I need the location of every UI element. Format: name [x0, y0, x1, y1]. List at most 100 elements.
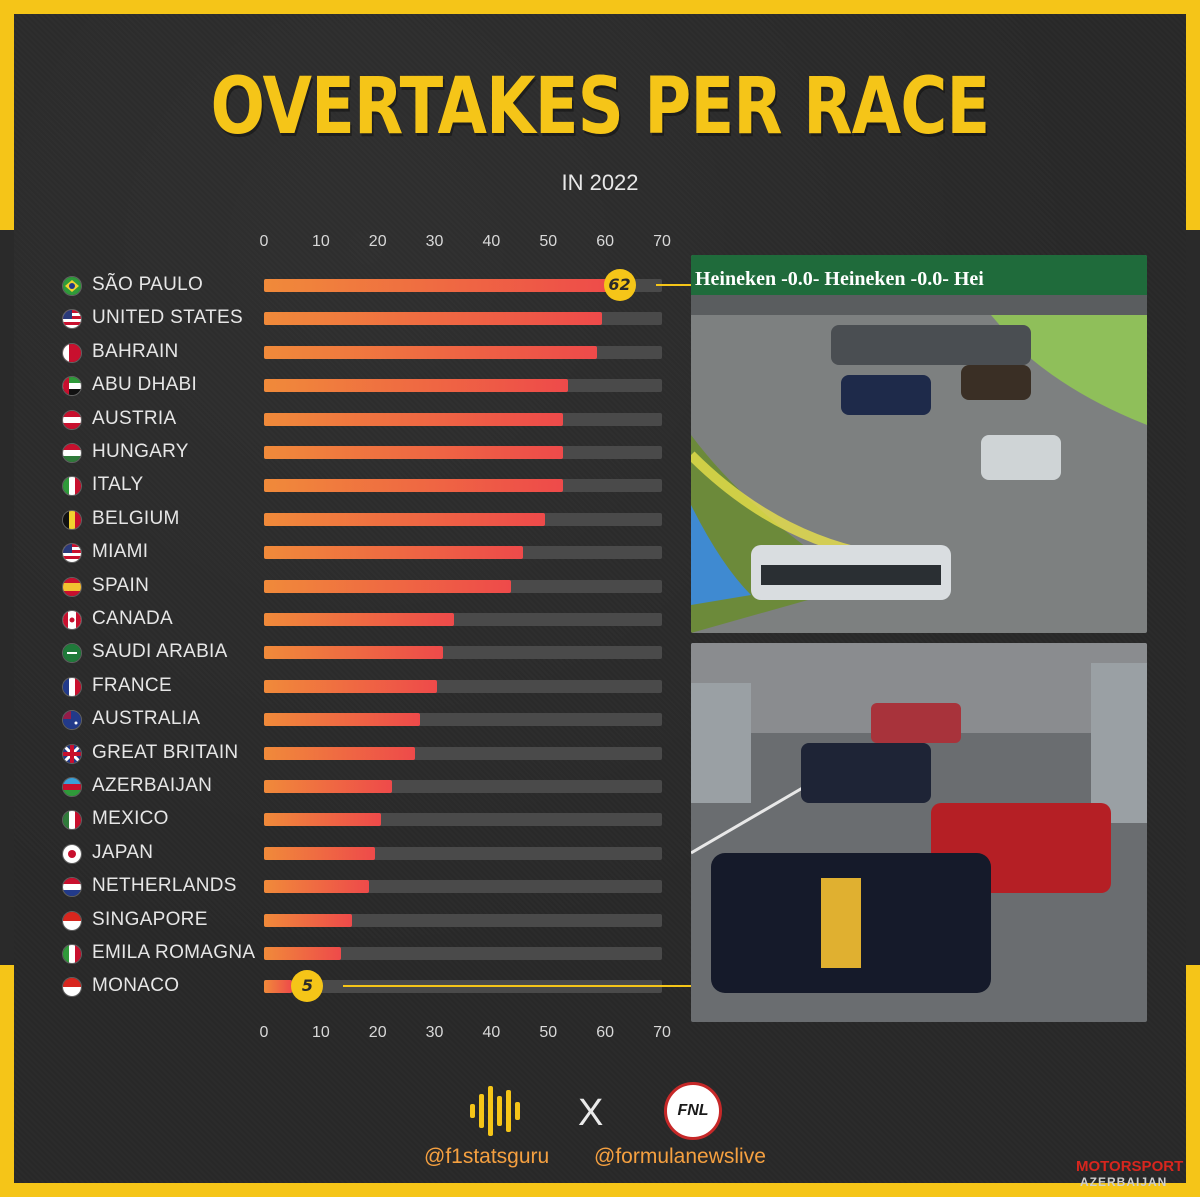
frame-notch-right: [1186, 230, 1200, 965]
leader-line-s-o-paulo: [655, 284, 708, 286]
flag-france-icon: [62, 676, 82, 697]
watermark-motorsport: MOTORSPORT: [1076, 1158, 1184, 1175]
flag-monaco-icon: [62, 977, 82, 998]
bar-track-singapore: [264, 913, 662, 927]
handle-formulanewslive[interactable]: @formulanewslive: [594, 1145, 766, 1168]
bar-great-britain: [264, 746, 415, 760]
x-tick-bottom-20: 20: [368, 1024, 387, 1041]
handle-f1statsguru[interactable]: @f1statsguru: [424, 1145, 550, 1168]
row-label-abu-dhabi: ABU DHABI: [92, 374, 198, 396]
bar-bahrain: [264, 345, 597, 359]
row-label-austria: AUSTRIA: [92, 407, 177, 429]
photo-sao-paulo-race: Heineken -0.0- Heineken -0.0- Hei: [691, 255, 1147, 633]
row-label-singapore: SINGAPORE: [92, 908, 208, 930]
bar-azerbaijan: [264, 780, 392, 793]
bar-canada: [264, 613, 455, 626]
row-label-united-states: UNITED STATES: [92, 307, 243, 329]
flag-bahrain-icon: [62, 342, 82, 363]
flag-japan-icon: [62, 843, 82, 864]
row-label-emila-romagna: EMILA ROMAGNA: [92, 942, 256, 963]
frame-notch-left: [0, 230, 14, 965]
row-label-mexico: MEXICO: [92, 808, 169, 830]
row-label-france: FRANCE: [92, 674, 172, 696]
row-label-bahrain: BAHRAIN: [92, 340, 179, 362]
bar-japan: [264, 846, 375, 860]
flag-italy-icon: [62, 944, 82, 964]
row-label-spain: SPAIN: [92, 574, 150, 596]
flag-saudi-icon: [62, 643, 82, 664]
flag-canada-icon: [62, 610, 82, 630]
f1statsguru-logo-icon: [470, 1086, 520, 1136]
bar-mexico: [264, 813, 381, 827]
bar-singapore: [264, 913, 353, 927]
bar-s-o-paulo: [264, 279, 617, 292]
x-tick-top-60: 60: [596, 233, 615, 250]
flag-austria-icon: [62, 409, 82, 430]
x-tick-bottom-0: 0: [259, 1024, 269, 1041]
bar-spain: [264, 579, 512, 593]
row-label-canada: CANADA: [92, 608, 173, 629]
bar-france: [264, 679, 438, 693]
flag-spain-icon: [62, 576, 82, 597]
fnl-logo: FNL: [664, 1082, 722, 1140]
x-tick-bottom-30: 30: [425, 1024, 444, 1041]
photo-monaco-race: [691, 643, 1147, 1022]
flag-australia-icon: [62, 710, 82, 731]
flag-italy-icon: [62, 476, 82, 497]
x-tick-bottom-10: 10: [311, 1024, 330, 1041]
row-label-belgium: BELGIUM: [92, 507, 180, 529]
bar-hungary: [264, 446, 563, 459]
chart-subtitle: IN 2022: [561, 170, 639, 195]
bar-saudi-arabia: [264, 646, 444, 660]
data-label-s-o-paulo: 62: [603, 269, 636, 301]
bar-netherlands: [264, 880, 370, 894]
flag-brazil-icon: [62, 276, 82, 296]
bar-track-emila-romagna: [264, 947, 662, 960]
flag-azerbaijan-icon: [62, 777, 82, 797]
flag-usa-icon: [62, 309, 82, 330]
x-tick-bottom-40: 40: [482, 1024, 501, 1041]
row-label-netherlands: NETHERLANDS: [92, 875, 237, 897]
row-label-italy: ITALY: [92, 474, 144, 496]
x-tick-bottom-50: 50: [539, 1024, 558, 1041]
row-label-monaco: MONACO: [92, 975, 180, 997]
x-tick-top-10: 10: [311, 233, 330, 250]
chart-title: OVERTAKES PER RACE: [210, 62, 991, 152]
bar-emila-romagna: [264, 947, 341, 960]
flag-uae-icon: [62, 376, 82, 397]
leader-line-monaco: [343, 985, 708, 988]
flag-mexico-icon: [62, 810, 82, 831]
bar-australia: [264, 713, 421, 727]
flag-belgium-icon: [62, 509, 82, 530]
street-circuit-photo: [691, 643, 1147, 1022]
collab-separator: X: [578, 1092, 604, 1134]
bar-monaco: [264, 980, 293, 994]
watermark-azerbaijan: AZERBAIJAN: [1080, 1175, 1168, 1189]
row-label-saudi-arabia: SAUDI ARABIA: [92, 641, 228, 663]
x-tick-top-0: 0: [259, 233, 269, 250]
x-tick-top-20: 20: [368, 233, 387, 250]
x-tick-top-50: 50: [539, 233, 558, 250]
bar-abu-dhabi: [264, 379, 569, 393]
flag-uk-icon: [62, 743, 82, 764]
x-tick-top-30: 30: [425, 233, 444, 250]
banner-text: Heineken -0.0- Heineken -0.0- Hei: [695, 268, 984, 290]
flag-usa-icon: [62, 543, 82, 564]
flag-singapore-icon: [62, 910, 82, 931]
x-tick-top-40: 40: [482, 233, 501, 250]
flag-hungary-icon: [62, 443, 82, 463]
data-label-monaco: 5: [291, 970, 324, 1003]
bar-united-states: [264, 312, 603, 326]
row-label-australia: AUSTRALIA: [92, 708, 201, 730]
x-tick-top-70: 70: [653, 233, 671, 250]
race-track-photo: Heineken -0.0- Heineken -0.0- Hei: [691, 255, 1147, 633]
bar-miami: [264, 546, 523, 560]
row-label-hungary: HUNGARY: [92, 441, 189, 462]
flag-netherlands-icon: [62, 877, 82, 898]
row-label-miami: MIAMI: [92, 541, 149, 563]
x-tick-bottom-70: 70: [653, 1024, 671, 1041]
bar-austria: [264, 412, 563, 426]
bar-italy: [264, 479, 563, 493]
row-label-s-o-paulo: SÃO PAULO: [92, 274, 204, 295]
bar-belgium: [264, 512, 546, 526]
